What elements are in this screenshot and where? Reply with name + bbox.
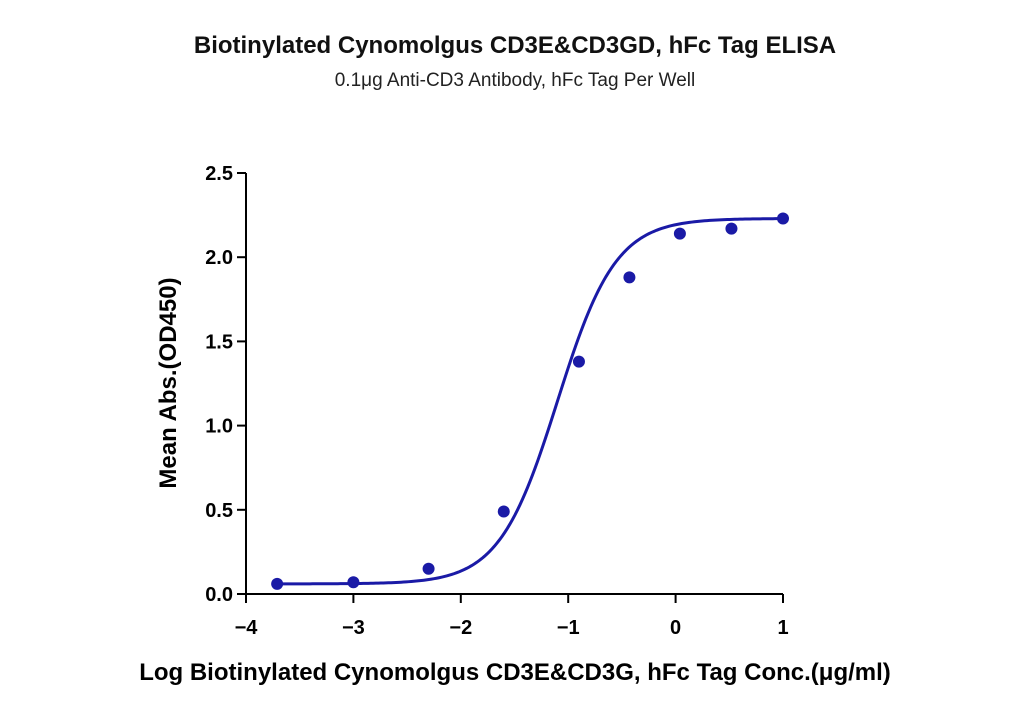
y-tick-label: 1.0 — [205, 416, 233, 438]
x-axis-label: Log Biotinylated Cynomolgus CD3E&CD3G, h… — [139, 659, 891, 686]
y-tick-label: 0.0 — [205, 584, 233, 606]
x-tick-label: −3 — [342, 617, 365, 639]
y-tick-label: 0.5 — [205, 500, 233, 522]
y-tick-label: 2.5 — [205, 163, 233, 185]
chart-title: Biotinylated Cynomolgus CD3E&CD3GD, hFc … — [193, 32, 837, 59]
y-axis-label: Mean Abs.(OD450) — [155, 277, 182, 488]
data-point — [673, 227, 686, 240]
y-tick-label: 1.5 — [205, 331, 233, 353]
chart-subtitle: 0.1μg Anti-CD3 Antibody, hFc Tag Per Wel… — [334, 70, 696, 91]
x-tick-label: 1 — [777, 617, 788, 639]
data-point — [347, 576, 360, 589]
data-point — [497, 505, 510, 518]
data-point — [271, 577, 284, 590]
x-tick-label: −2 — [449, 617, 472, 639]
data-point — [572, 355, 585, 368]
data-point — [725, 222, 738, 235]
x-tick-label: 0 — [670, 617, 681, 639]
fit-curve — [277, 217, 784, 586]
x-tick-label: −1 — [557, 617, 580, 639]
x-tick-label: −4 — [235, 617, 259, 639]
data-point — [422, 562, 435, 575]
data-point — [623, 271, 636, 284]
data-point — [777, 212, 789, 225]
y-tick-label: 2.0 — [205, 247, 233, 269]
